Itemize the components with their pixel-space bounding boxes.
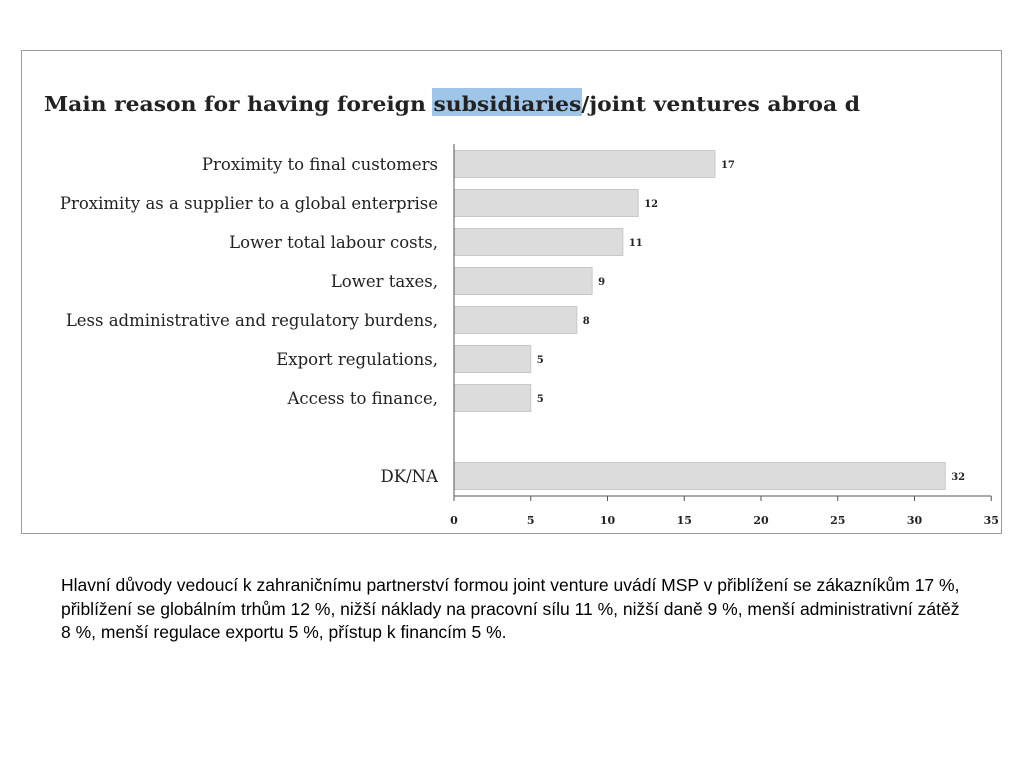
category-label: DK/NA <box>381 467 440 486</box>
caption-text: Hlavní důvody vedoucí k zahraničnímu par… <box>61 575 960 642</box>
title-highlight <box>432 88 582 116</box>
category-label: Access to finance, <box>287 389 439 408</box>
value-label: 12 <box>644 199 658 210</box>
category-label: Lower total labour costs, <box>229 233 438 252</box>
value-label: 11 <box>629 238 643 249</box>
bar-chart: Main reason for having foreign subsidiar… <box>44 88 999 527</box>
bar <box>453 345 532 373</box>
value-label: 32 <box>951 472 965 483</box>
x-tick-label: 0 <box>450 514 458 527</box>
x-tick-label: 30 <box>907 514 923 527</box>
x-tick-label: 20 <box>753 514 769 527</box>
x-tick-label: 5 <box>527 514 535 527</box>
x-tick-label: 35 <box>984 514 999 527</box>
value-label: 5 <box>537 394 544 405</box>
bar <box>453 150 716 178</box>
bar <box>453 462 946 490</box>
bar <box>453 228 624 256</box>
bar <box>453 306 578 334</box>
x-tick-label: 15 <box>677 514 692 527</box>
title-part: Main reason for having foreign <box>44 92 433 116</box>
title-highlighted-word: subsidiaries <box>433 92 581 116</box>
category-label: Proximity as a supplier to a global ente… <box>60 194 438 213</box>
category-label: Lower taxes, <box>331 272 438 291</box>
value-label: 17 <box>721 160 735 171</box>
axis-layer: 0 5 10 15 20 25 30 35 <box>450 144 999 527</box>
value-label: 9 <box>598 277 605 288</box>
category-label: Export regulations, <box>276 350 438 369</box>
category-label: Proximity to final customers <box>202 155 438 174</box>
bars-layer: Proximity to final customers 17 Proximity … <box>60 150 965 490</box>
bar <box>453 384 532 412</box>
x-tick-label: 25 <box>830 514 845 527</box>
value-label: 5 <box>537 355 544 366</box>
title-part: /joint ventures abroa d <box>581 92 860 116</box>
value-label: 8 <box>583 316 590 327</box>
x-tick-label: 10 <box>600 514 616 527</box>
category-label: Less administrative and regulatory burde… <box>66 311 438 330</box>
chart-frame: Main reason for having foreign subsidiar… <box>21 50 1002 534</box>
bar <box>453 267 593 295</box>
bar <box>453 189 639 217</box>
chart-title: Main reason for having foreign subsidiar… <box>44 92 860 116</box>
